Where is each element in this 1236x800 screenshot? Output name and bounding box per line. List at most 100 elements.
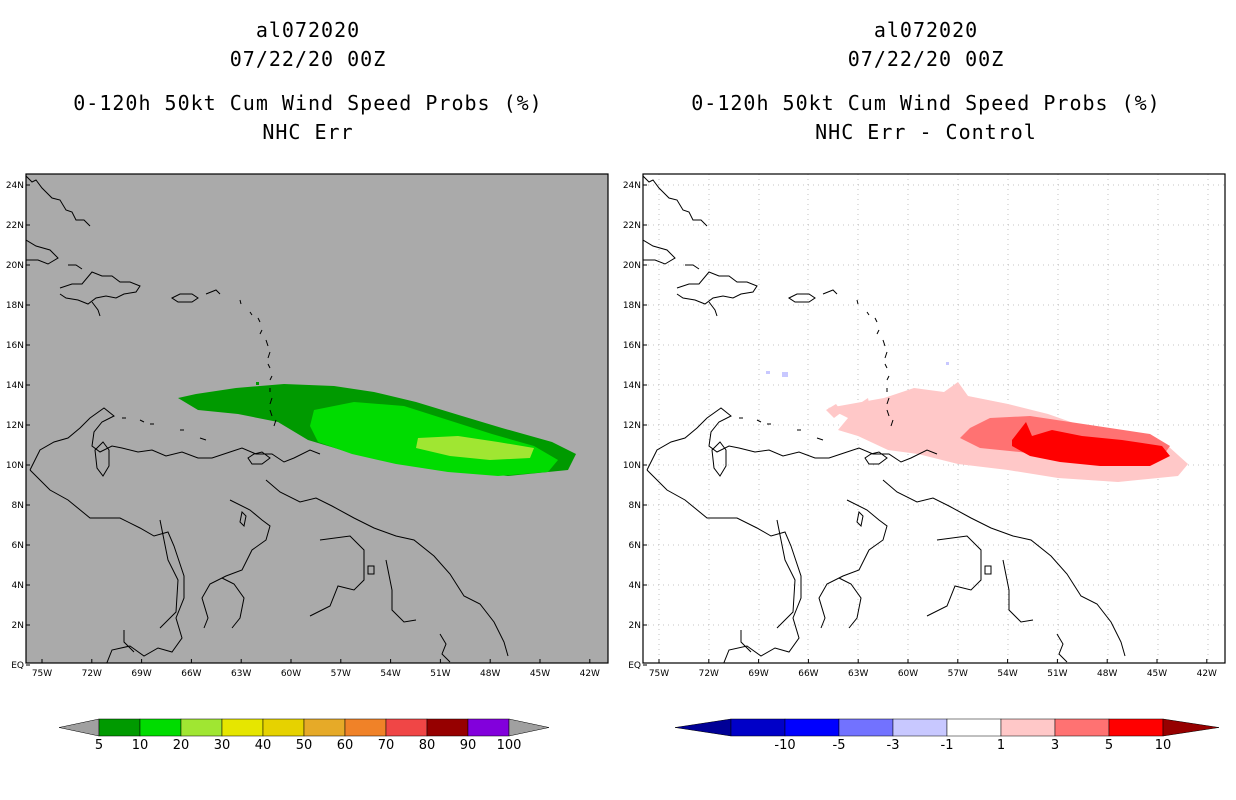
right-colorbar-swatch bbox=[1054, 718, 1110, 737]
right-lon-label: 63W bbox=[848, 669, 868, 679]
right-datetime: 07/22/20 00Z bbox=[847, 47, 1005, 71]
right-colorbar-swatch bbox=[1108, 718, 1164, 737]
left-lat-label: 20N bbox=[6, 261, 24, 271]
right-colorbar-swatch bbox=[892, 718, 948, 737]
left-lat-label: 4N bbox=[12, 581, 24, 591]
left-colorbar-label: 5 bbox=[95, 738, 103, 753]
right-colorbar-swatch bbox=[730, 718, 786, 737]
right-lon-label: 57W bbox=[948, 669, 968, 679]
left-colorbar-label: 30 bbox=[214, 738, 231, 753]
left-colorbar-swatch bbox=[180, 718, 223, 737]
left-colorbar-label: 70 bbox=[378, 738, 395, 753]
right-lon-label: 69W bbox=[748, 669, 768, 679]
right-title-block: al072020 07/22/20 00Z 0-120h 50kt Cum Wi… bbox=[618, 16, 1234, 147]
right-map-frame bbox=[642, 173, 1226, 664]
left-lat-label: 24N bbox=[6, 181, 24, 191]
right-colorbar: -10 -5 -3 -1 1 3 5 10 bbox=[674, 718, 1220, 753]
left-colorbar-label: 100 bbox=[497, 738, 522, 753]
right-lon-label: 66W bbox=[798, 669, 818, 679]
right-lat-label: 6N bbox=[629, 541, 641, 551]
right-colorbar-label: -3 bbox=[887, 738, 900, 753]
right-product-subtitle: NHC Err - Control bbox=[815, 120, 1037, 144]
left-lat-label: 10N bbox=[6, 461, 24, 471]
right-lon-label: 60W bbox=[898, 669, 918, 679]
left-colorbar-swatch bbox=[98, 718, 141, 737]
right-colorbar-swatch bbox=[1000, 718, 1056, 737]
left-colorbar-label: 20 bbox=[173, 738, 190, 753]
right-lat-label: 2N bbox=[629, 621, 641, 631]
right-lat-label: 22N bbox=[623, 221, 641, 231]
left-map-frame bbox=[25, 173, 609, 664]
right-colorbar-label: 5 bbox=[1105, 738, 1113, 753]
left-colorbar-swatch bbox=[385, 718, 428, 737]
left-lon-label: 66W bbox=[181, 669, 201, 679]
left-lat-label: 16N bbox=[6, 341, 24, 351]
right-colorbar-label: -5 bbox=[833, 738, 846, 753]
left-colorbar-high-arrow bbox=[508, 718, 550, 737]
left-prob-contour-20 bbox=[416, 436, 534, 460]
left-lat-label: 18N bbox=[6, 301, 24, 311]
left-stray-marker bbox=[256, 382, 259, 385]
right-lat-label: 4N bbox=[629, 581, 641, 591]
right-lat-label: 8N bbox=[629, 501, 641, 511]
left-lon-label: 42W bbox=[580, 669, 600, 679]
right-colorbar-label: -10 bbox=[774, 738, 795, 753]
left-lat-label: EQ bbox=[11, 661, 24, 671]
left-datetime: 07/22/20 00Z bbox=[229, 47, 387, 71]
left-lon-label: 51W bbox=[430, 669, 450, 679]
left-lon-label: 45W bbox=[530, 669, 550, 679]
right-diff-contour-5 bbox=[1012, 422, 1170, 466]
left-colorbar-label: 10 bbox=[132, 738, 149, 753]
right-colorbar-swatch bbox=[838, 718, 894, 737]
right-lat-label: 10N bbox=[623, 461, 641, 471]
left-lat-label: 12N bbox=[6, 421, 24, 431]
right-neg-marker-3 bbox=[946, 362, 949, 365]
axis-labels: 24N 22N 20N 18N 16N 14N 12N 10N 8N 6N 4N 2N EQ 75W 72W… bbox=[6, 181, 1217, 679]
right-lon-label: 48W bbox=[1097, 669, 1117, 679]
right-neg-marker-1 bbox=[766, 371, 770, 374]
left-colorbar-swatch bbox=[426, 718, 469, 737]
right-lon-label: 75W bbox=[649, 669, 669, 679]
left-lon-label: 75W bbox=[32, 669, 52, 679]
left-colorbar-label: 60 bbox=[337, 738, 354, 753]
right-colorbar-low-arrow bbox=[674, 718, 732, 737]
right-lat-label: 18N bbox=[623, 301, 641, 311]
left-colorbar-low-arrow bbox=[58, 718, 100, 737]
right-storm-id: al072020 bbox=[873, 18, 979, 42]
right-lat-label: 12N bbox=[623, 421, 641, 431]
right-colorbar-swatch bbox=[784, 718, 840, 737]
left-title-block: al072020 07/22/20 00Z 0-120h 50kt Cum Wi… bbox=[0, 16, 616, 147]
right-lon-label: 72W bbox=[699, 669, 719, 679]
left-lat-label: 2N bbox=[12, 621, 24, 631]
left-colorbar-swatch bbox=[344, 718, 387, 737]
left-colorbar-label: 50 bbox=[296, 738, 313, 753]
left-colorbar-label: 40 bbox=[255, 738, 272, 753]
left-map bbox=[25, 173, 609, 664]
left-product-subtitle: NHC Err bbox=[262, 120, 354, 144]
right-lat-label: 16N bbox=[623, 341, 641, 351]
right-lat-label: 20N bbox=[623, 261, 641, 271]
right-lon-label: 45W bbox=[1147, 669, 1167, 679]
left-colorbar-swatch bbox=[221, 718, 264, 737]
right-lon-label: 54W bbox=[997, 669, 1017, 679]
left-lon-label: 72W bbox=[82, 669, 102, 679]
right-lon-label: 42W bbox=[1197, 669, 1217, 679]
right-colorbar-label: 1 bbox=[997, 738, 1005, 753]
left-storm-id: al072020 bbox=[255, 18, 361, 42]
left-lat-label: 8N bbox=[12, 501, 24, 511]
left-colorbar-swatch bbox=[303, 718, 346, 737]
right-lat-label: EQ bbox=[628, 661, 641, 671]
left-colorbar-swatch bbox=[262, 718, 305, 737]
right-neg-marker-2 bbox=[782, 372, 788, 377]
right-diff-contour-1c bbox=[862, 398, 870, 412]
left-colorbar-label: 80 bbox=[419, 738, 436, 753]
right-diff-contour-1b bbox=[826, 404, 842, 418]
right-colorbar-swatch bbox=[946, 718, 1002, 737]
left-lon-label: 60W bbox=[281, 669, 301, 679]
left-lat-label: 14N bbox=[6, 381, 24, 391]
left-lat-label: 6N bbox=[12, 541, 24, 551]
right-colorbar-label: 3 bbox=[1051, 738, 1059, 753]
left-colorbar-swatch bbox=[467, 718, 510, 737]
right-lon-label: 51W bbox=[1047, 669, 1067, 679]
right-lat-label: 14N bbox=[623, 381, 641, 391]
